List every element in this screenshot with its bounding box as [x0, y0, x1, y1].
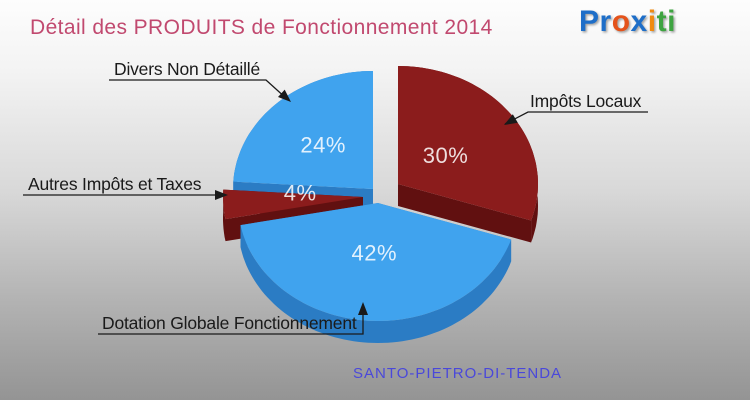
pie-slice-top [398, 66, 538, 221]
callout-label: Impôts Locaux [530, 91, 642, 111]
percent-label: 24% [300, 132, 346, 157]
pie-slice-rim [240, 225, 512, 343]
pie-slice-top [223, 189, 363, 220]
callout-label: Dotation Globale Fonctionnement [102, 313, 357, 333]
callout-arrowhead [358, 302, 368, 315]
pie-slice-1 [240, 203, 512, 343]
percent-label: 30% [423, 143, 469, 168]
callout-arrowhead [504, 114, 518, 125]
proxiti-logo: Proxiti [579, 5, 676, 39]
pie-slice-0 [398, 66, 538, 243]
commune-name: SANTO-PIETRO-DI-TENDA [353, 365, 563, 382]
chart-title: Détail des PRODUITS de Fonctionnement 20… [30, 16, 493, 39]
callout-line [98, 306, 364, 335]
logo-letter: i [647, 5, 657, 38]
pie-slice-top [233, 71, 373, 189]
percent-label: 4% [284, 180, 317, 205]
percent-label: 42% [352, 240, 398, 265]
logo-letter: r [599, 5, 612, 38]
logo-letter: P [579, 5, 600, 38]
callout-arrowhead [278, 89, 291, 102]
pie-slice-wall [398, 184, 532, 243]
callout-arrowhead [215, 190, 228, 200]
callout-line [504, 111, 648, 125]
logo-letter: t [656, 5, 668, 38]
pie-slice-top [240, 203, 512, 321]
pie-slice-rim [223, 189, 226, 242]
logo-letter: x [630, 5, 648, 38]
callout-label: Divers Non Détaillé [114, 59, 260, 79]
logo-letter: o [611, 5, 631, 38]
callout-label: Autres Impôts et Taxes [28, 174, 202, 194]
callout-line [109, 79, 288, 100]
logo-letter: i [667, 5, 676, 38]
callouts: Impôts Locaux Dotation Globale Fonctionne… [23, 59, 648, 335]
